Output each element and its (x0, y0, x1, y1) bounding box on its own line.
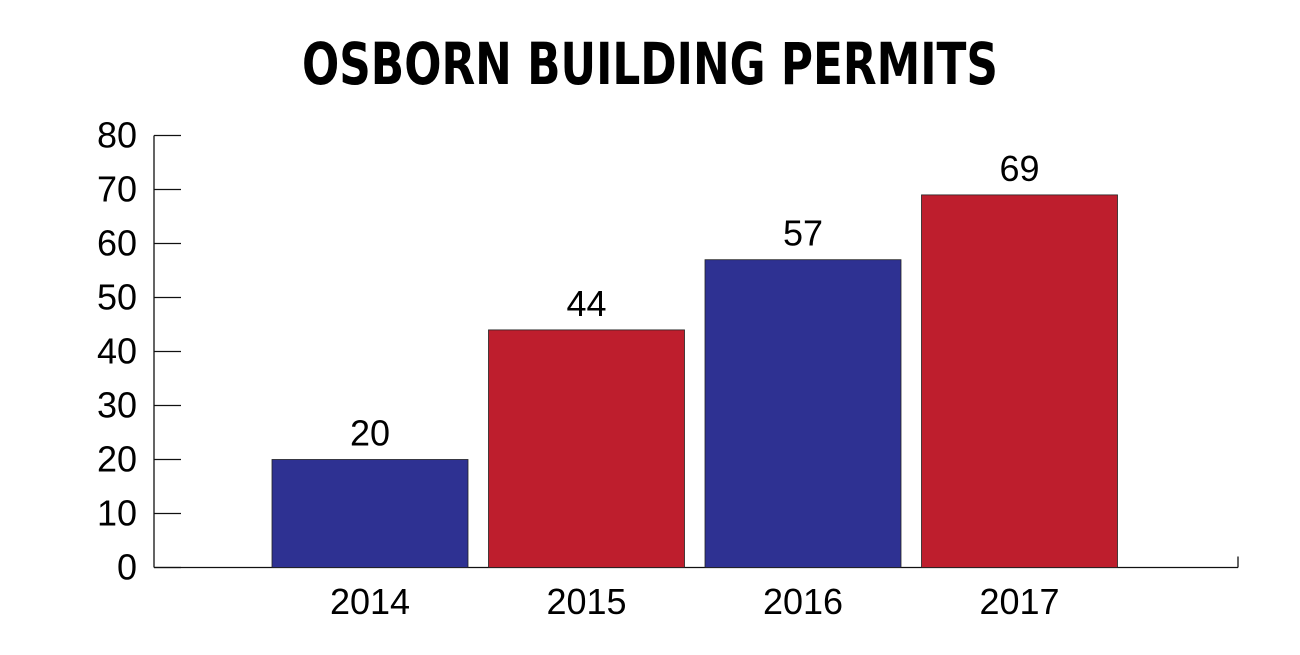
bar-2017 (921, 194, 1118, 568)
data-label-2014: 20 (350, 413, 390, 454)
bar-2014 (271, 459, 469, 568)
y-tick-label: 50 (97, 277, 137, 318)
category-labels-group: 2014 2015 2016 2017 (330, 581, 1060, 622)
bars-group (271, 194, 1118, 568)
data-label-2017: 69 (999, 148, 1039, 189)
y-axis: 0 10 20 30 40 50 60 70 80 (97, 115, 181, 588)
y-tick-label: 0 (117, 547, 137, 588)
chart-title: OSBORN BUILDING PERMITS (302, 30, 998, 98)
y-tick-label: 30 (97, 385, 137, 426)
data-label-2016: 57 (783, 213, 823, 254)
category-label-2015: 2015 (546, 581, 626, 622)
y-tick-label: 60 (97, 223, 137, 264)
data-label-2015: 44 (566, 283, 606, 324)
category-label-2017: 2017 (979, 581, 1059, 622)
y-tick-label: 20 (97, 439, 137, 480)
y-tick-label: 10 (97, 493, 137, 534)
y-tick-label: 80 (97, 115, 137, 156)
data-labels-group: 20 44 57 69 (350, 148, 1040, 454)
bar-2015 (488, 329, 685, 568)
y-tick-label: 40 (97, 331, 137, 372)
category-label-2014: 2014 (330, 581, 410, 622)
category-label-2016: 2016 (763, 581, 843, 622)
bar-2016 (704, 259, 902, 568)
y-tick-label: 70 (97, 169, 137, 210)
